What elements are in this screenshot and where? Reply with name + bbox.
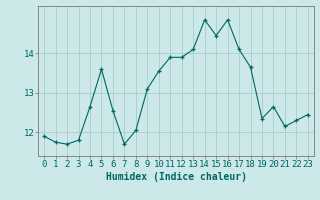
X-axis label: Humidex (Indice chaleur): Humidex (Indice chaleur)	[106, 172, 246, 182]
